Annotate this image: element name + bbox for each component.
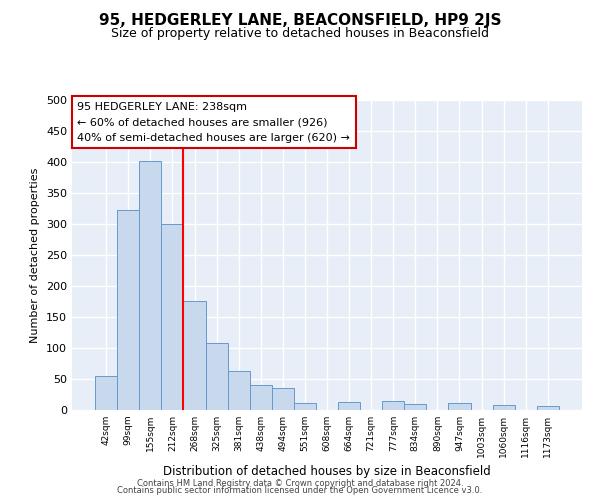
- Bar: [250, 385, 272, 410]
- Bar: [382, 400, 404, 410]
- Bar: [139, 162, 161, 410]
- Bar: [161, 224, 184, 410]
- Bar: [404, 404, 427, 410]
- X-axis label: Distribution of detached houses by size in Beaconsfield: Distribution of detached houses by size …: [163, 466, 491, 478]
- Bar: [338, 402, 360, 410]
- Bar: [294, 402, 316, 410]
- Text: 95, HEDGERLEY LANE, BEACONSFIELD, HP9 2JS: 95, HEDGERLEY LANE, BEACONSFIELD, HP9 2J…: [99, 12, 501, 28]
- Text: Contains public sector information licensed under the Open Government Licence v3: Contains public sector information licen…: [118, 486, 482, 495]
- Bar: [227, 371, 250, 410]
- Bar: [117, 210, 139, 410]
- Text: Contains HM Land Registry data © Crown copyright and database right 2024.: Contains HM Land Registry data © Crown c…: [137, 478, 463, 488]
- Bar: [206, 343, 227, 410]
- Text: 95 HEDGERLEY LANE: 238sqm
← 60% of detached houses are smaller (926)
40% of semi: 95 HEDGERLEY LANE: 238sqm ← 60% of detac…: [77, 102, 350, 143]
- Bar: [272, 388, 294, 410]
- Bar: [537, 406, 559, 410]
- Text: Size of property relative to detached houses in Beaconsfield: Size of property relative to detached ho…: [111, 28, 489, 40]
- Bar: [95, 376, 117, 410]
- Bar: [184, 301, 206, 410]
- Bar: [493, 405, 515, 410]
- Bar: [448, 402, 470, 410]
- Y-axis label: Number of detached properties: Number of detached properties: [31, 168, 40, 342]
